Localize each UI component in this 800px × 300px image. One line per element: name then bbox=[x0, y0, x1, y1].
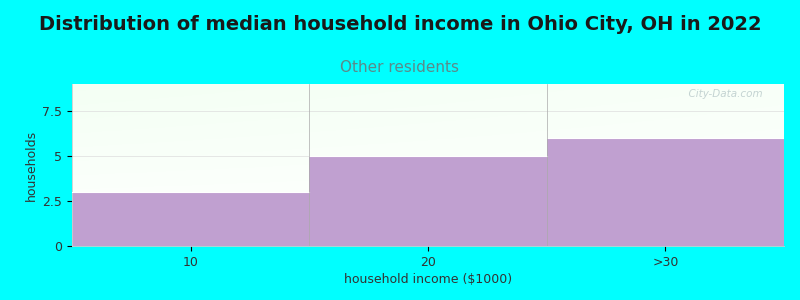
X-axis label: household income ($1000): household income ($1000) bbox=[344, 273, 512, 286]
Bar bbox=[72, 192, 310, 246]
Bar bbox=[546, 138, 784, 246]
Text: Distribution of median household income in Ohio City, OH in 2022: Distribution of median household income … bbox=[38, 15, 762, 34]
Text: City-Data.com: City-Data.com bbox=[682, 89, 762, 99]
Bar bbox=[310, 156, 546, 246]
Y-axis label: households: households bbox=[25, 129, 38, 201]
Text: Other residents: Other residents bbox=[341, 60, 459, 75]
